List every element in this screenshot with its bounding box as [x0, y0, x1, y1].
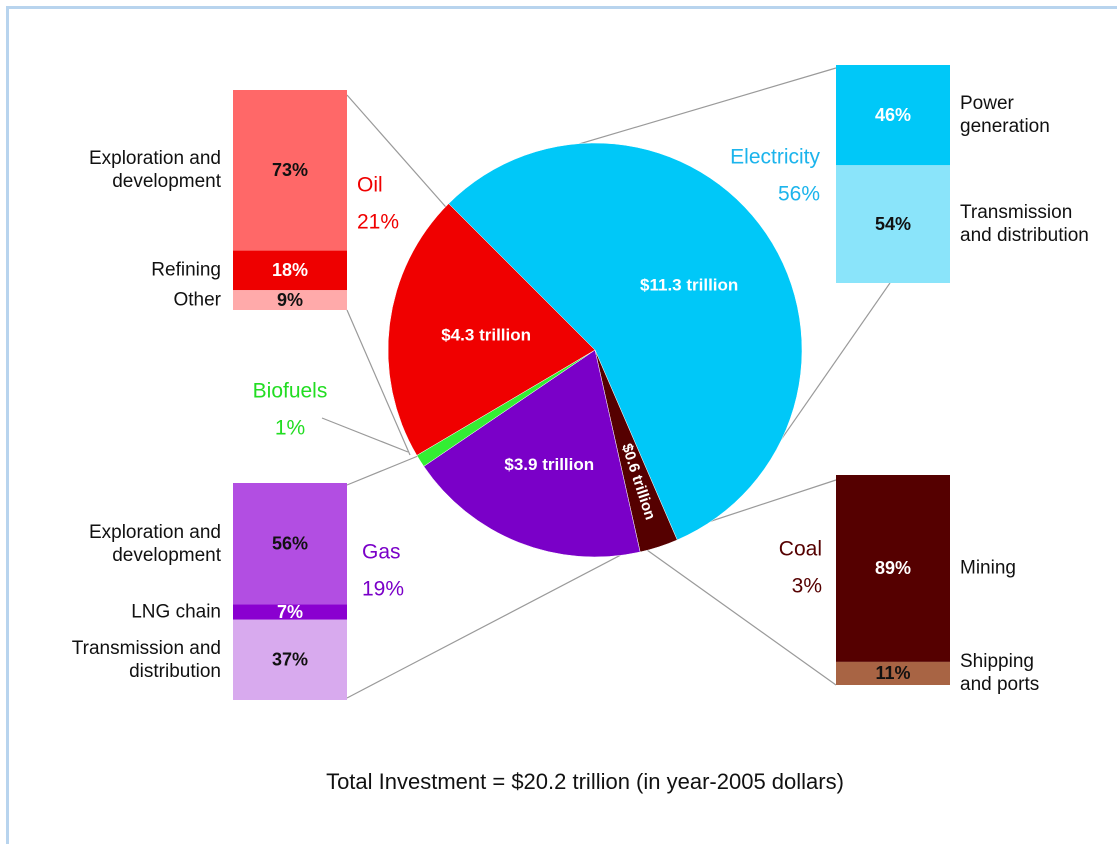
connector [346, 94, 453, 215]
amount-label: $11.3 trillion [640, 275, 738, 294]
breakdown-category: Refining [151, 259, 221, 281]
breakdown-segment [836, 475, 950, 662]
pie-slice [387, 203, 596, 456]
breakdown-category: Other [173, 289, 221, 311]
connector [346, 544, 641, 699]
slice-name: Biofuels [253, 380, 328, 403]
breakdown-category: Shipping and ports [960, 651, 1040, 696]
breakdown-value-label: 11% [875, 663, 910, 683]
breakdown-value-label: 73% [272, 160, 308, 180]
breakdown-category: Exploration and development [88, 148, 221, 193]
slice-value-label: 1% [275, 417, 305, 440]
slice-name: Electricity [730, 146, 820, 169]
breakdown-value-label: 54% [875, 214, 911, 234]
footnote: Total Investment = $20.2 trillion (in ye… [326, 769, 844, 794]
connector [321, 417, 409, 453]
slice-value-label: 19% [362, 578, 404, 601]
slice-name: Oil [357, 174, 383, 197]
breakdown-category: Exploration and development [88, 521, 221, 566]
connector [639, 544, 837, 686]
frame [6, 6, 1117, 844]
pie-slice [423, 349, 641, 558]
breakdown-value-label: 89% [875, 558, 911, 578]
pie-slice [448, 142, 803, 541]
slice-value-label: 3% [792, 575, 822, 598]
amount-label: $3.9 trillion [504, 455, 594, 474]
breakdown-category: Transmission and distribution [71, 637, 221, 682]
breakdown-segment [233, 483, 347, 605]
slice-value-label: 56% [778, 183, 820, 206]
breakdown-segment [836, 165, 950, 283]
breakdown-segment [233, 604, 347, 620]
amount-label: $4.3 trillion [441, 326, 531, 345]
breakdown-value-label: 9% [277, 290, 303, 310]
breakdown-segment [233, 619, 347, 700]
breakdown-value-label: 37% [272, 650, 308, 670]
breakdown-category: Mining [960, 557, 1016, 579]
breakdown-segment [233, 250, 347, 291]
connector [346, 309, 411, 456]
breakdown-category: LNG chain [131, 601, 221, 623]
breakdown-category: Power generation [960, 93, 1050, 138]
breakdown-value-label: 46% [875, 105, 911, 125]
breakdown-value-label: 7% [277, 602, 303, 622]
breakdown-segment [836, 65, 950, 166]
breakdown-value-label: 18% [272, 260, 308, 280]
breakdown-segment [233, 290, 347, 310]
breakdown-category: Transmission and distribution [960, 202, 1089, 247]
connector [346, 455, 419, 486]
slice-name: Coal [779, 538, 822, 561]
slice-value-label: 21% [357, 211, 399, 234]
breakdown-value-label: 56% [272, 534, 308, 554]
breakdown-segment [836, 661, 950, 685]
slice-name: Gas [362, 541, 401, 564]
breakdown-segment [233, 90, 347, 251]
